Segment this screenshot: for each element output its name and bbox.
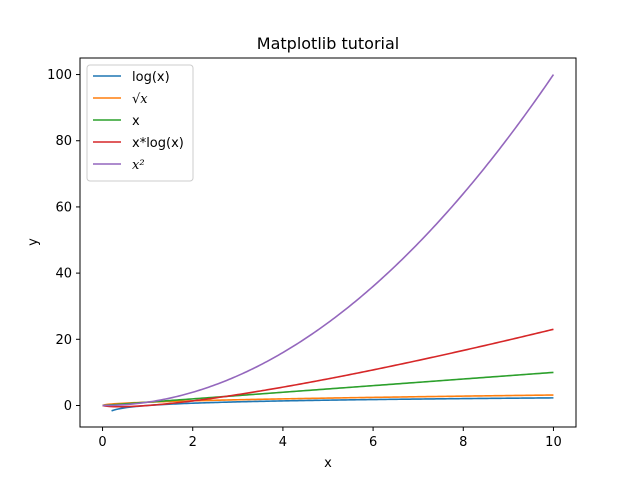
plot-frame (79, 57, 577, 428)
x-axis: 0 2 4 6 8 10 (98, 427, 562, 450)
x-tick-label: 6 (369, 435, 377, 450)
x-axis-label: x (324, 456, 332, 471)
legend-label-3: x*log(x) (132, 136, 184, 151)
series-line-2 (102, 371, 554, 407)
legend-label-2: x (132, 114, 140, 129)
y-tick-label: 40 (55, 267, 72, 282)
x-tick-label: 2 (189, 435, 197, 450)
y-axis-label: y (26, 238, 41, 246)
y-tick-label: 60 (55, 200, 72, 215)
series-line-0 (111, 397, 554, 412)
y-tick-label: 80 (55, 134, 72, 149)
y-tick-label: 20 (55, 333, 72, 348)
legend-label-1: √x (132, 92, 148, 107)
y-tick-label: 100 (47, 68, 72, 83)
chart-title: Matplotlib tutorial (257, 34, 399, 53)
series-line-1 (102, 394, 554, 407)
y-axis: 0 20 40 60 80 100 (47, 68, 80, 414)
legend-label-4: x² (132, 158, 145, 173)
x-tick-label: 10 (545, 435, 562, 450)
x-tick-label: 8 (459, 435, 467, 450)
series-line-3 (102, 328, 554, 408)
plot-lines (102, 74, 555, 412)
x-tick-label: 0 (98, 435, 106, 450)
x-tick-label: 4 (279, 435, 287, 450)
series-line-4 (102, 74, 555, 407)
legend-box (86, 64, 194, 182)
legend: log(x) √x x x*log(x) x² (86, 64, 194, 182)
y-tick-label: 0 (64, 399, 72, 414)
legend-label-0: log(x) (132, 70, 170, 85)
